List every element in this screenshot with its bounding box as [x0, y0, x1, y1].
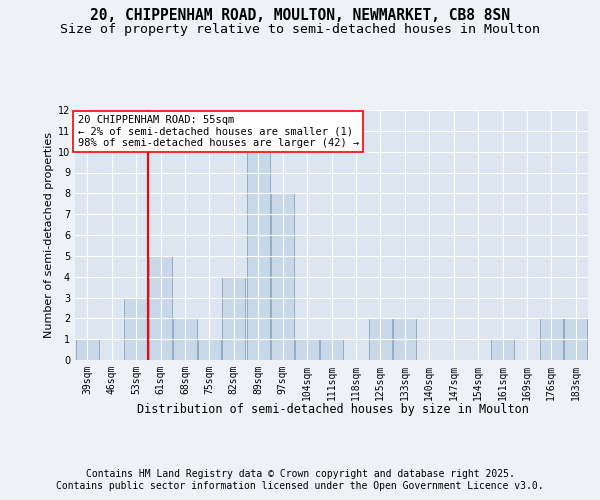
Text: 20 CHIPPENHAM ROAD: 55sqm
← 2% of semi-detached houses are smaller (1)
98% of se: 20 CHIPPENHAM ROAD: 55sqm ← 2% of semi-d… [77, 115, 359, 148]
Bar [564, 318, 587, 360]
Bar [198, 339, 221, 360]
Bar [247, 152, 270, 360]
Bar [320, 339, 343, 360]
Bar [295, 339, 319, 360]
Y-axis label: Number of semi-detached properties: Number of semi-detached properties [44, 132, 53, 338]
Bar [149, 256, 172, 360]
Bar [369, 318, 392, 360]
Bar [491, 339, 514, 360]
Bar [540, 318, 563, 360]
Bar [76, 339, 99, 360]
Bar [173, 318, 197, 360]
Text: Contains HM Land Registry data © Crown copyright and database right 2025.: Contains HM Land Registry data © Crown c… [86, 469, 514, 479]
Bar [124, 298, 148, 360]
Text: 20, CHIPPENHAM ROAD, MOULTON, NEWMARKET, CB8 8SN: 20, CHIPPENHAM ROAD, MOULTON, NEWMARKET,… [90, 8, 510, 22]
Text: Contains public sector information licensed under the Open Government Licence v3: Contains public sector information licen… [56, 481, 544, 491]
Bar [271, 194, 294, 360]
Text: Size of property relative to semi-detached houses in Moulton: Size of property relative to semi-detach… [60, 22, 540, 36]
Text: Distribution of semi-detached houses by size in Moulton: Distribution of semi-detached houses by … [137, 402, 529, 415]
Bar [393, 318, 416, 360]
Bar [222, 276, 245, 360]
